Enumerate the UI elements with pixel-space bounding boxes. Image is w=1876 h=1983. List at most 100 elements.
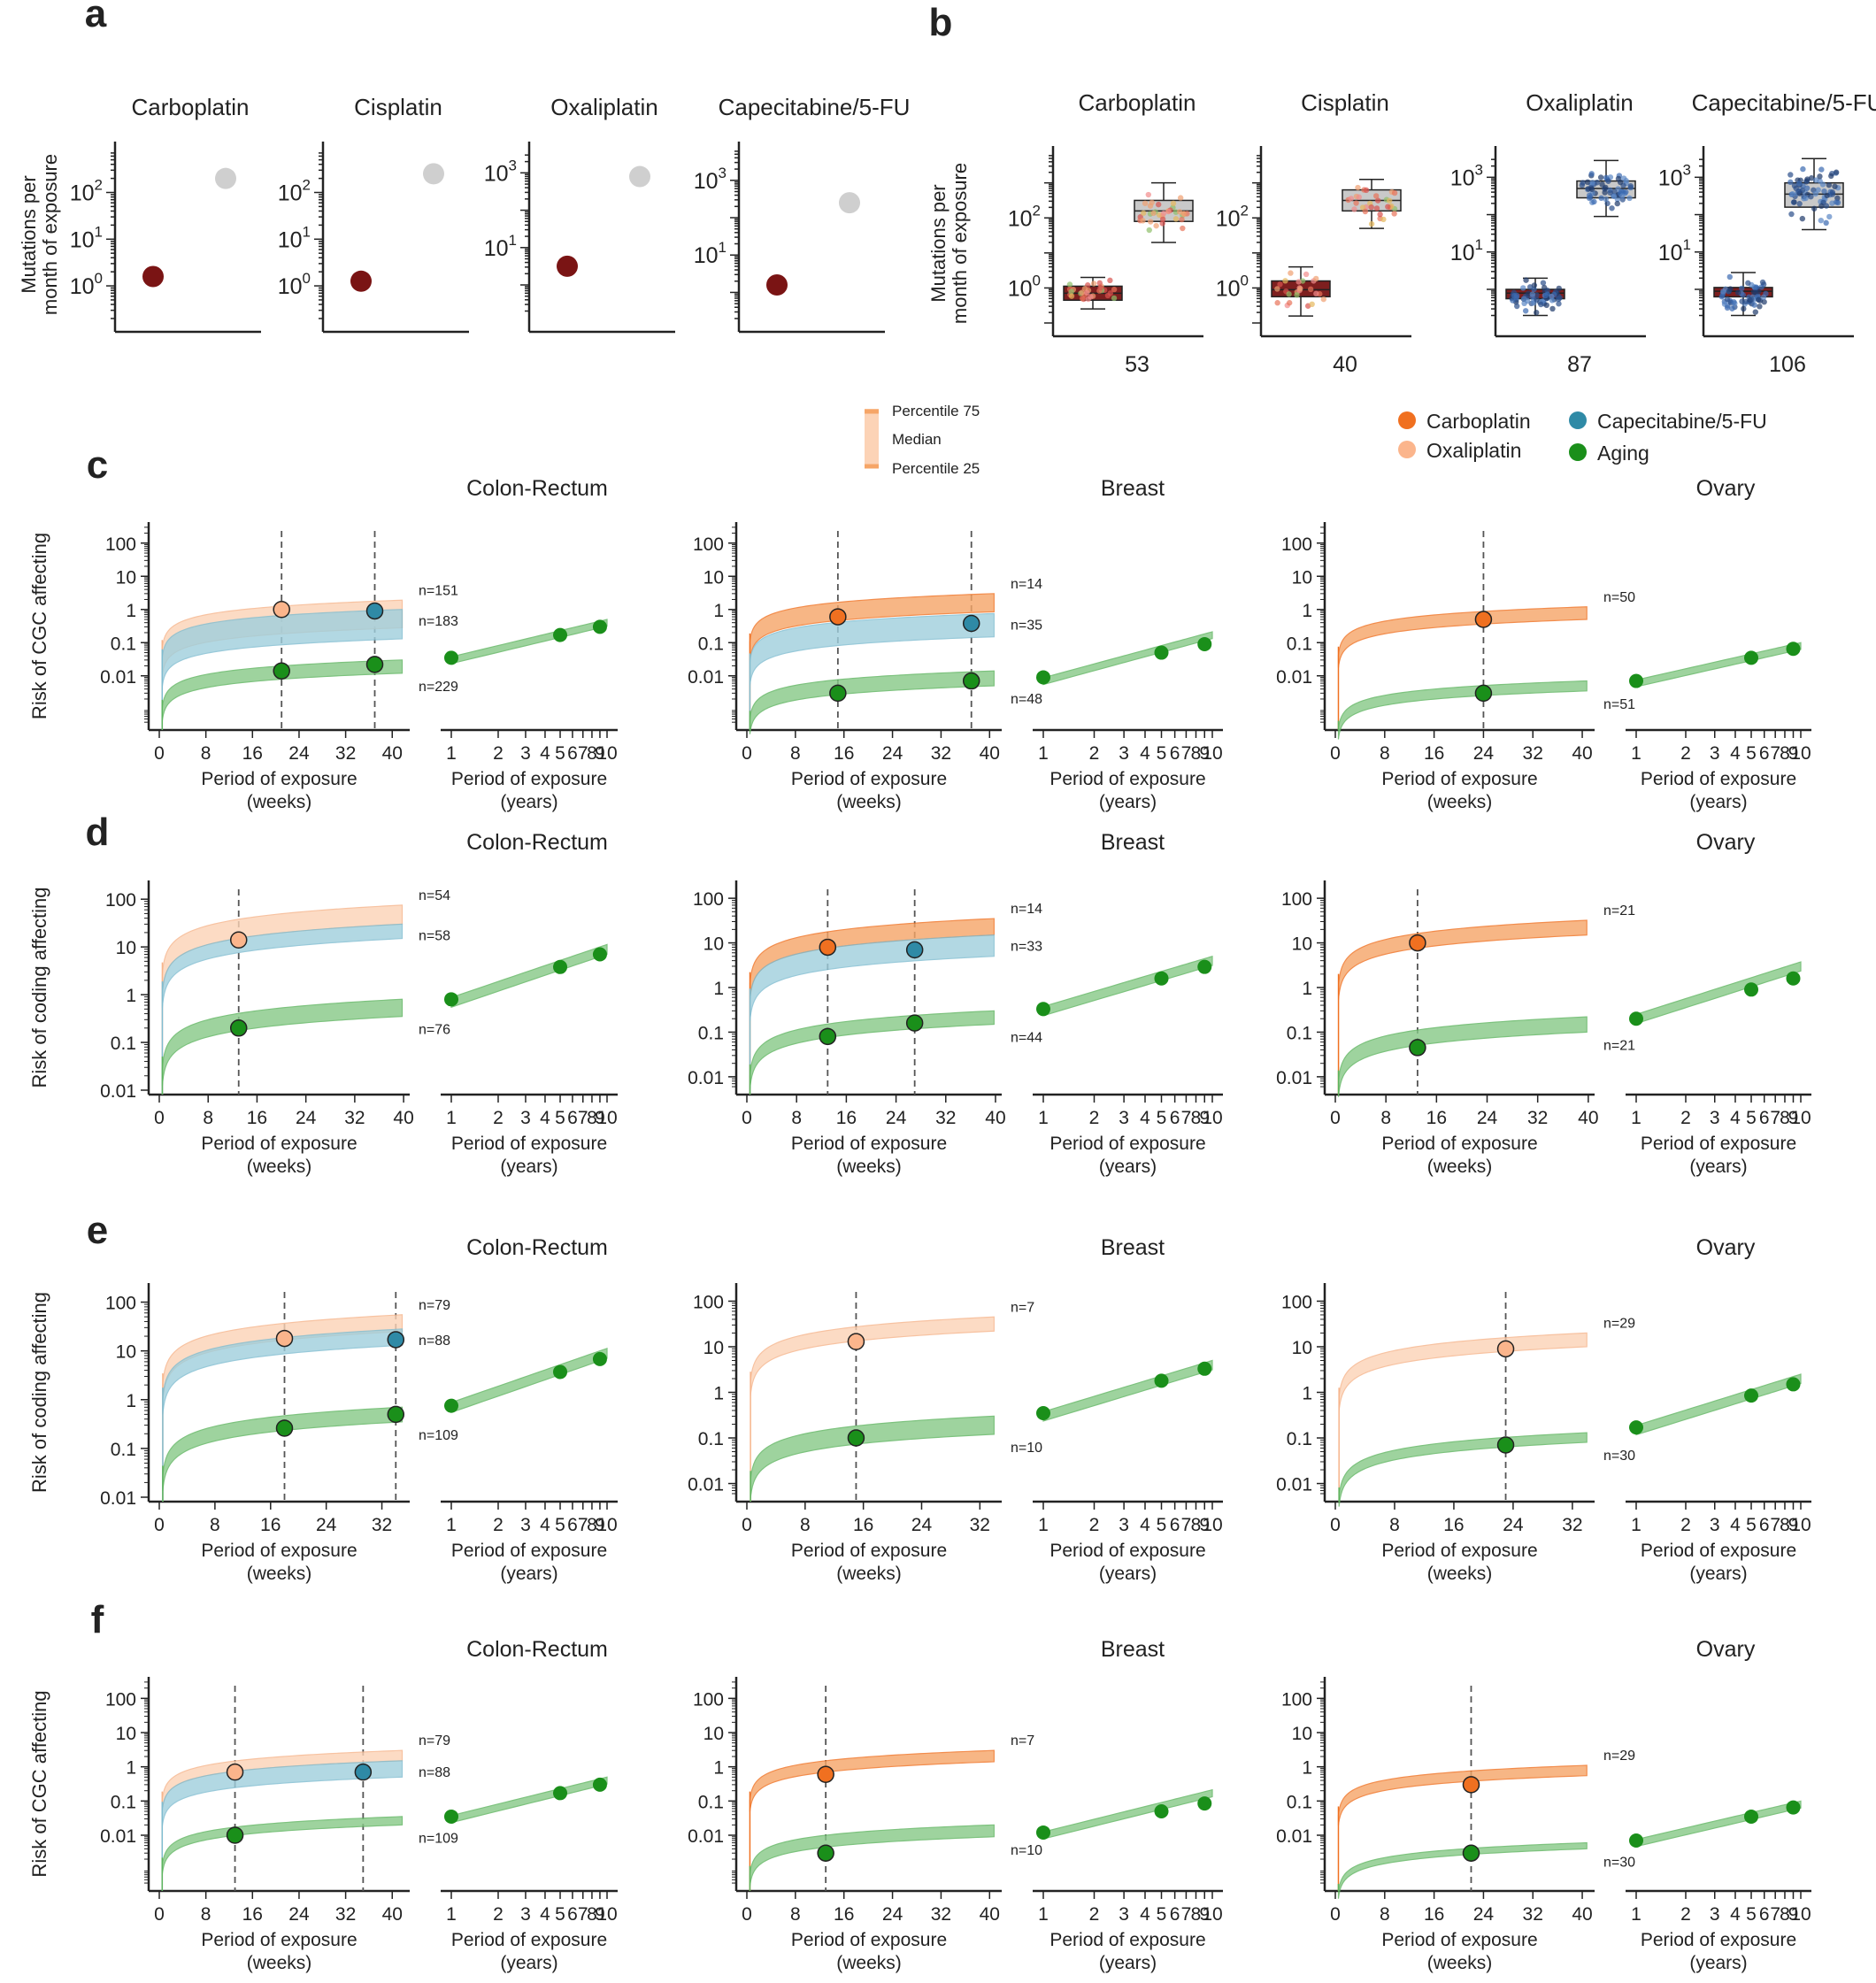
y-tick-label: 1 [713,601,724,621]
box-reference-point [1386,197,1393,204]
point-carboplatin [819,938,837,957]
x-tick-label: 10 [1202,743,1222,764]
box-reference-point [1788,172,1794,178]
point-aging-years [1786,971,1801,986]
legend-label-capecitabine: Capecitabine/5-FU [1597,410,1767,433]
x-tick-label: 5 [1157,743,1167,764]
point-aging-years [444,1809,458,1824]
legend-marker-carboplatin [1398,411,1416,429]
x-tick-label: 2 [1680,743,1691,764]
box-reference-point [1826,213,1833,220]
y-tick-label: 1 [713,979,724,999]
box-platinum-point [1749,296,1755,303]
point-oxaliplatin [1496,1340,1515,1358]
box-platinum-point [1066,281,1073,288]
y-tick-label: 10 [704,1724,724,1744]
sample-n-label: n=29 [1603,1316,1635,1331]
y-tick-label: 100 [1216,272,1249,301]
sample-n-label: n=51 [1603,697,1635,712]
box-reference-point [1149,199,1155,206]
sample-n-label: n=88 [419,1334,450,1349]
tissue-title: Breast [1101,1637,1165,1662]
point-aging [365,656,384,673]
box-reference-point [1368,220,1375,227]
box-reference-point [1377,211,1383,218]
box-reference-point [1832,183,1838,189]
x-tick-label: 8 [203,1108,213,1128]
x-tick-label: 8 [1780,1904,1790,1925]
box-reference-point [1362,208,1369,215]
sample-n-label: n=229 [419,680,458,695]
point-oxaliplatin [847,1333,865,1350]
box-reference-point [1819,181,1826,188]
y-tick-label: 10 [704,567,724,588]
box-reference-point [1791,182,1798,189]
box-reference-point [1823,219,1829,227]
sample-n-label: n=50 [1603,590,1635,605]
panel-b-subplot-0: Carboplatin 53 100 102 [1008,89,1203,377]
x-tick-label: 9 [1199,1904,1210,1925]
band-legend-swatch [865,409,879,467]
band-aging [1338,1432,1588,1507]
panel-b-title: Carboplatin [1079,89,1196,116]
x-unit-years: (years) [500,1564,557,1584]
x-tick-label: 3 [1710,1904,1720,1925]
point-carboplatin [1409,934,1426,952]
x-tick-label: 7 [1770,1108,1780,1128]
y-tick-label: 1 [126,601,136,621]
point-aging [226,1826,244,1844]
box-reference-point [1808,193,1814,200]
box-reference-point [1598,195,1604,202]
y-tick-label: 100 [105,890,136,911]
x-tick-label: 5 [1746,1108,1757,1128]
dot-reference [423,163,444,185]
x-tick-label: 10 [1202,1515,1222,1535]
x-label-years: Period of exposure [451,1930,607,1950]
x-label-weeks: Period of exposure [791,1134,947,1154]
x-label-years: Period of exposure [1641,1541,1796,1561]
x-tick-label: 7 [1770,1904,1780,1925]
sample-n-label: n=109 [419,1428,458,1443]
box-reference-point [1791,199,1797,205]
x-label-years: Period of exposure [451,769,607,789]
x-tick-label: 24 [296,1108,317,1128]
x-unit-weeks: (weeks) [247,1157,312,1177]
x-tick-label: 2 [493,1515,504,1535]
y-tick-label: 0.1 [111,1440,136,1460]
band-aging-years [450,1347,608,1414]
x-tick-label: 8 [587,1515,597,1535]
x-tick-label: 10 [1790,1515,1811,1535]
x-tick-label: 6 [1170,1515,1180,1535]
y-tick-label: 101 [1450,236,1483,265]
x-tick-label: 8 [201,743,211,764]
x-tick-label: 32 [335,743,356,764]
panel-b-subplot-2: Oxaliplatin 87 101 103 [1450,89,1646,377]
x-tick-label: 16 [853,1515,873,1535]
box-reference-point [1602,189,1608,196]
x-tick-label: 6 [1170,743,1180,764]
band-aging [1337,1016,1588,1097]
x-tick-label: 32 [931,743,951,764]
x-tick-label: 1 [1038,1904,1049,1925]
band-aging [1337,680,1588,740]
box-reference-point [1363,187,1370,194]
box-platinum-point [1726,273,1734,281]
x-tick-label: 4 [1140,743,1150,764]
x-tick-label: 2 [1089,1108,1100,1128]
box-reference-point [1788,211,1795,218]
box-platinum-point [1274,286,1280,292]
y-tick-label: 101 [1658,236,1691,265]
x-tick-label: 1 [446,1108,457,1128]
legend-label-oxaliplatin: Oxaliplatin [1426,439,1521,462]
box-platinum-point [1107,277,1113,284]
x-tick-label: 4 [1730,743,1741,764]
box-reference-point [1821,188,1827,195]
y-tick-label: 10 [116,567,136,588]
point-aging-years [592,947,607,962]
x-unit-years: (years) [1099,1953,1157,1973]
x-tick-label: 3 [1710,1515,1720,1535]
y-tick-label: 100 [693,534,724,555]
y-tick-label: 1 [126,1758,136,1779]
